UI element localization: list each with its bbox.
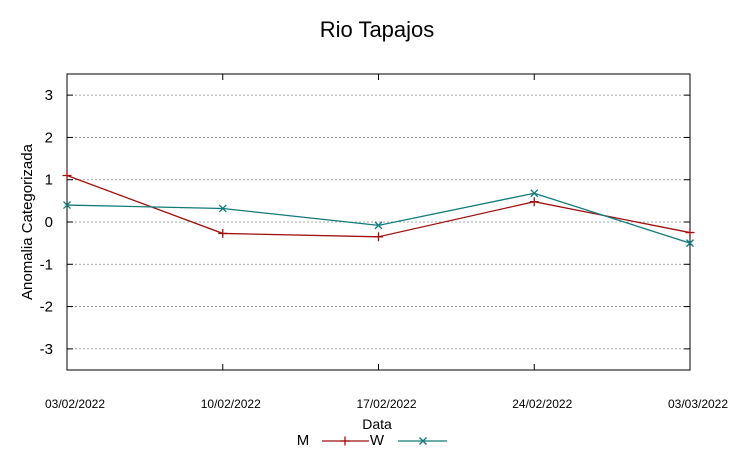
- y-tick-label: -1: [40, 256, 53, 273]
- x-tick-label: 17/02/2022: [356, 397, 416, 411]
- y-axis-label: Anomalia Categorizada: [19, 143, 36, 300]
- x-axis-label: Data: [362, 416, 392, 432]
- data-point-m: [374, 232, 383, 242]
- grid-lines: [67, 94, 690, 350]
- data-point-m: [218, 228, 228, 238]
- legend-label-m: M: [297, 432, 310, 449]
- series-line-m: [66, 174, 691, 238]
- y-tick-label: 3: [45, 87, 53, 104]
- data-point-m: [529, 197, 539, 207]
- x-tick-label: 24/02/2022: [512, 397, 572, 411]
- series-layer: [62, 170, 695, 248]
- x-axis: 03/02/2022 10/02/2022 17/02/2022 24/02/2022…: [45, 74, 728, 411]
- legend-marker-w: [419, 437, 427, 445]
- y-axis: 3 2 1 0 -1 -2 -3: [40, 87, 690, 358]
- y-tick-label: 0: [45, 214, 53, 231]
- y-tick-label: -2: [40, 299, 53, 316]
- x-tick-label: 10/02/2022: [201, 397, 261, 411]
- legend-marker-m: [340, 436, 350, 446]
- y-tick-label: -3: [40, 341, 53, 358]
- y-tick-label: 1: [45, 172, 53, 189]
- chart-title: Rio Tapajos: [320, 17, 435, 42]
- legend-label-w: W: [370, 432, 385, 449]
- data-point-w: [686, 239, 694, 248]
- data-point-m: [685, 228, 695, 238]
- y-tick-label: 2: [45, 129, 53, 146]
- x-tick-label: 03/02/2022: [45, 397, 105, 411]
- data-point-w: [63, 201, 71, 210]
- data-point-w: [218, 204, 227, 213]
- x-tick-label: 03/03/2022: [668, 397, 728, 411]
- data-point-w: [374, 221, 383, 230]
- legend: M W: [297, 432, 447, 449]
- data-point-w: [530, 189, 539, 198]
- data-point-m: [62, 170, 72, 180]
